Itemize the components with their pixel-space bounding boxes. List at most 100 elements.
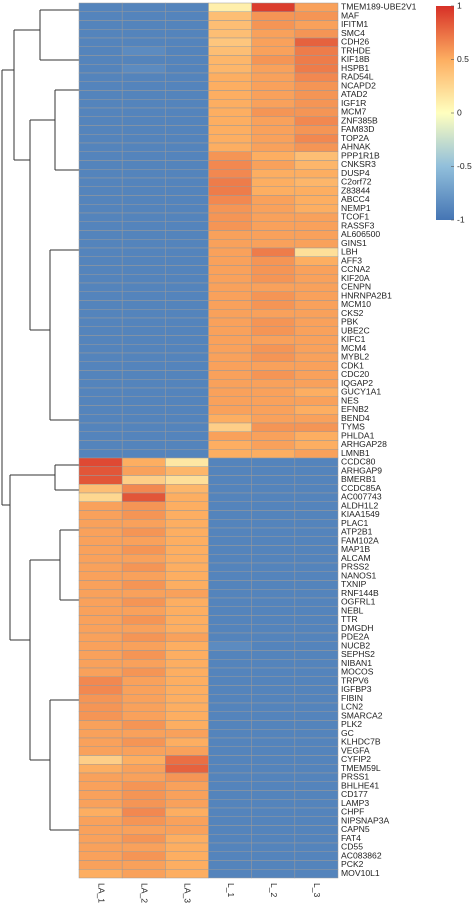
heatmap-cell xyxy=(165,422,209,432)
heatmap-cell xyxy=(251,379,296,389)
heatmap-cell xyxy=(208,169,252,179)
heatmap-cell xyxy=(208,580,252,590)
heatmap-cell xyxy=(121,799,166,809)
heatmap-cell xyxy=(78,11,123,21)
heatmap-cell xyxy=(165,186,209,196)
heatmap-cell xyxy=(251,667,296,677)
heatmap-cell xyxy=(294,527,339,537)
row-label: DUSP4 xyxy=(341,168,370,178)
heatmap-cell xyxy=(251,177,296,187)
heatmap-cell xyxy=(294,107,339,117)
row-label: CDH26 xyxy=(341,37,369,47)
heatmap-cell xyxy=(165,597,209,607)
heatmap-cell xyxy=(208,396,252,406)
row-label: MCM4 xyxy=(341,343,367,353)
legend-tick-label: -1 xyxy=(457,214,465,224)
heatmap-cell xyxy=(121,99,166,109)
heatmap-cell xyxy=(208,589,252,599)
heatmap-cell xyxy=(121,151,166,161)
heatmap-cell xyxy=(121,737,166,747)
row-label: C2orf72 xyxy=(341,177,372,187)
heatmap-cell xyxy=(78,379,123,389)
heatmap-cell xyxy=(251,46,296,56)
row-label: CKS2 xyxy=(341,308,364,318)
heatmap-cell xyxy=(294,387,339,397)
heatmap-cell xyxy=(78,204,123,214)
heatmap-cell xyxy=(121,265,166,275)
heatmap-cell xyxy=(294,274,339,284)
heatmap-cell xyxy=(165,624,209,634)
heatmap-cell xyxy=(294,230,339,240)
heatmap-cell xyxy=(121,624,166,634)
heatmap-cell xyxy=(165,807,209,817)
row-label: Z83844 xyxy=(341,185,370,195)
heatmap-cell xyxy=(78,659,123,669)
heatmap-cell xyxy=(121,869,166,879)
heatmap-cell xyxy=(251,772,296,782)
heatmap-cell xyxy=(165,204,209,214)
heatmap-cell xyxy=(251,361,296,371)
heatmap-cell xyxy=(121,457,166,467)
heatmap-cell xyxy=(78,326,123,336)
heatmap-cell xyxy=(78,790,123,800)
heatmap-cell xyxy=(165,667,209,677)
heatmap-cell xyxy=(121,326,166,336)
heatmap-cell xyxy=(251,720,296,730)
row-label: KLHDC7B xyxy=(341,737,381,747)
heatmap-cell xyxy=(251,396,296,406)
heatmap-cell xyxy=(165,64,209,74)
heatmap-cell xyxy=(165,107,209,117)
heatmap-cell xyxy=(165,247,209,257)
heatmap-cell xyxy=(294,431,339,441)
row-label: UBE2C xyxy=(341,325,370,335)
heatmap-cell xyxy=(165,737,209,747)
heatmap-cell xyxy=(208,781,252,791)
heatmap-cell xyxy=(165,781,209,791)
heatmap-cell xyxy=(165,501,209,511)
heatmap-cell xyxy=(251,597,296,607)
heatmap-cell xyxy=(78,247,123,257)
heatmap-cell xyxy=(121,396,166,406)
heatmap-cell xyxy=(78,230,123,240)
heatmap-cell xyxy=(251,344,296,354)
row-label: ALDH1L2 xyxy=(341,500,378,510)
heatmap-cell xyxy=(294,440,339,450)
heatmap-cell xyxy=(165,466,209,476)
heatmap-cell xyxy=(208,851,252,861)
heatmap-cell xyxy=(208,606,252,616)
row-label: GINS1 xyxy=(341,238,367,248)
heatmap-cell xyxy=(294,659,339,669)
heatmap-cell xyxy=(294,72,339,82)
heatmap-cell xyxy=(78,309,123,319)
heatmap-cell xyxy=(251,545,296,555)
heatmap-cell xyxy=(165,387,209,397)
heatmap-cell xyxy=(165,431,209,441)
row-label: BEND4 xyxy=(341,413,370,423)
heatmap-cell xyxy=(208,440,252,450)
heatmap-cell xyxy=(165,142,209,152)
heatmap-cell xyxy=(121,632,166,642)
heatmap-cell xyxy=(78,755,123,765)
row-label: NANOS1 xyxy=(341,570,377,580)
heatmap-cell xyxy=(78,685,123,695)
heatmap-cell xyxy=(165,37,209,47)
heatmap-cell xyxy=(78,142,123,152)
heatmap-cell xyxy=(251,457,296,467)
heatmap-cell xyxy=(294,160,339,170)
heatmap-cell xyxy=(78,317,123,327)
row-label: MOCOS xyxy=(341,667,374,677)
legend-tick-label: 1 xyxy=(457,0,462,10)
row-label: OGFRL1 xyxy=(341,597,376,607)
heatmap-cell xyxy=(165,352,209,362)
heatmap-cell xyxy=(121,134,166,144)
heatmap-cell xyxy=(78,195,123,205)
heatmap-cell xyxy=(121,825,166,835)
heatmap-cell xyxy=(251,571,296,581)
heatmap-cell xyxy=(294,177,339,187)
heatmap-cell xyxy=(78,641,123,651)
row-label: ATP2B1 xyxy=(341,527,373,537)
heatmap-cell xyxy=(251,475,296,485)
heatmap-cell xyxy=(78,265,123,275)
row-label: MAP1B xyxy=(341,544,370,554)
heatmap-cell xyxy=(78,869,123,879)
